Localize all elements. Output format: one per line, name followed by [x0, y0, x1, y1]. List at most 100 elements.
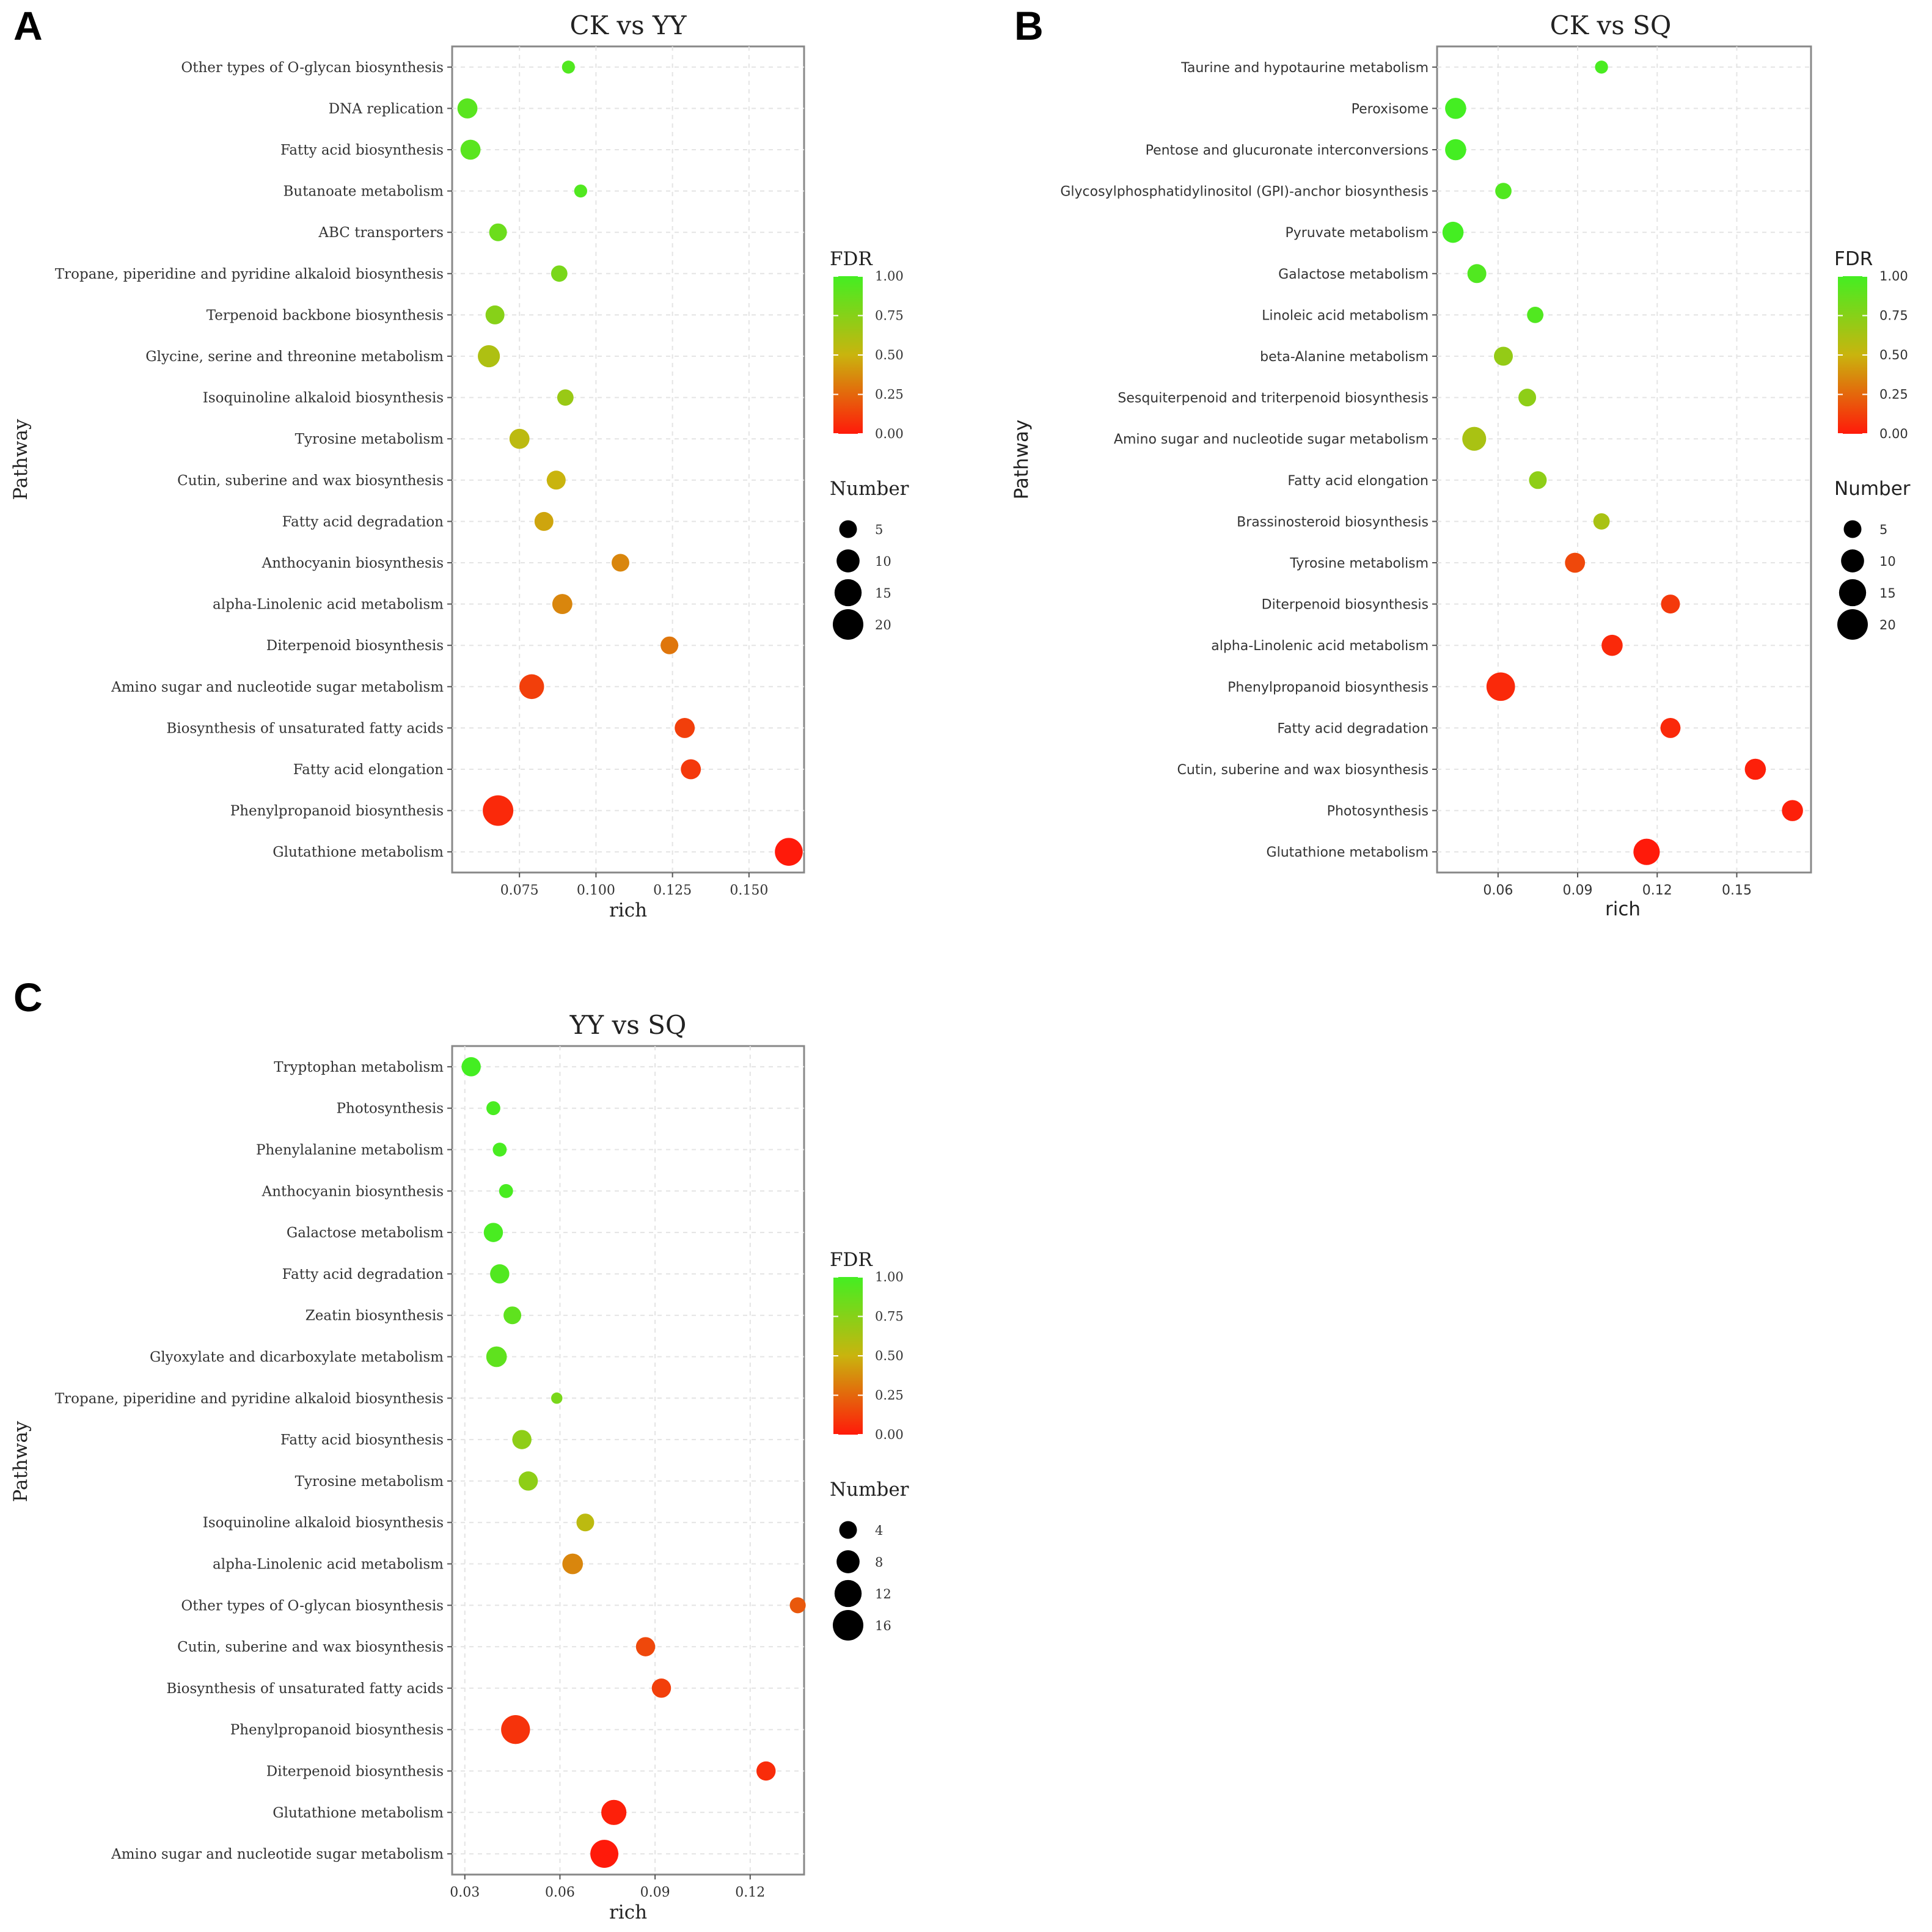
size-legend-label: 5 — [875, 522, 883, 537]
data-point — [519, 674, 544, 700]
fdr-tick-label: 0.25 — [875, 1388, 904, 1403]
y-tick-label: Sesquiterpenoid and triterpenoid biosynt… — [1118, 391, 1429, 406]
size-legend-dot — [1841, 549, 1864, 573]
y-tick-label: Glutathione metabolism — [273, 844, 444, 860]
data-point — [483, 1223, 503, 1242]
chart-panel-a: Other types of O-glycan biosynthesis DNA … — [10, 10, 909, 921]
y-tick-label: Phenylpropanoid biosynthesis — [230, 1722, 444, 1738]
y-tick-label: Diterpenoid biosynthesis — [266, 638, 444, 654]
data-point — [503, 1306, 522, 1325]
x-tick-label: 0.06 — [1483, 883, 1513, 898]
data-point — [512, 1430, 532, 1449]
legend-fdr-title: FDR — [830, 248, 873, 270]
fdr-tick-label: 0.50 — [875, 1348, 904, 1363]
y-tick-label: Butanoate metabolism — [284, 184, 444, 200]
y-tick-label: alpha-Linolenic acid metabolism — [1211, 639, 1429, 654]
fdr-tick-label: 1.00 — [875, 269, 904, 284]
y-tick-label: Tyrosine metabolism — [295, 1474, 444, 1490]
size-legend-dot — [836, 549, 860, 573]
y-tick-label: Diterpenoid biosynthesis — [1262, 598, 1429, 613]
y-tick-label: Isoquinoline alkaloid biosynthesis — [203, 1515, 444, 1531]
size-legend-label: 12 — [875, 1587, 891, 1601]
y-tick-label: Fatty acid biosynthesis — [280, 142, 444, 158]
y-axis-title: Pathway — [10, 419, 32, 500]
data-point — [1445, 139, 1466, 161]
data-point — [489, 223, 507, 241]
data-point — [1518, 389, 1537, 407]
data-point — [789, 1597, 806, 1614]
data-point — [546, 470, 566, 490]
y-tick-label: Galactose metabolism — [287, 1225, 444, 1241]
size-legend-label: 4 — [875, 1523, 883, 1538]
y-tick-label: Phenylpropanoid biosynthesis — [1228, 680, 1429, 695]
y-tick-label: alpha-Linolenic acid metabolism — [213, 597, 444, 613]
y-tick-label: Isoquinoline alkaloid biosynthesis — [203, 390, 444, 406]
y-axis-title: Pathway — [1011, 420, 1033, 500]
data-point — [1486, 672, 1515, 701]
fdr-tick-label: 0.75 — [1879, 309, 1908, 323]
x-axis-title: rich — [609, 1901, 647, 1923]
data-point — [590, 1840, 619, 1868]
data-point — [1782, 800, 1803, 821]
y-tick-label: Other types of O-glycan biosynthesis — [181, 60, 444, 76]
y-tick-label: Fatty acid elongation — [293, 762, 444, 778]
x-axis-title: rich — [609, 899, 647, 921]
data-point — [499, 1184, 513, 1198]
data-point — [518, 1471, 538, 1491]
y-tick-label: Anthocyanin biosynthesis — [262, 1184, 444, 1199]
fdr-tick-label: 0.00 — [1879, 426, 1908, 441]
y-tick-label: Terpenoid backbone biosynthesis — [207, 307, 444, 323]
x-axis-title: rich — [1605, 898, 1641, 920]
data-point — [1593, 513, 1610, 530]
y-tick-label: Photosynthesis — [337, 1101, 444, 1117]
size-legend-label: 15 — [1879, 586, 1896, 601]
y-tick-label: Fatty acid biosynthesis — [280, 1432, 444, 1448]
y-tick-label: Glycine, serine and threonine metabolism — [145, 349, 444, 365]
panel-letter-b: B — [1014, 3, 1044, 48]
y-tick-label: Photosynthesis — [1327, 804, 1429, 819]
x-tick-label: 0.100 — [577, 883, 615, 898]
y-tick-label: Phenylpropanoid biosynthesis — [230, 803, 444, 819]
data-point — [562, 1553, 584, 1575]
size-legend-dot — [1839, 579, 1867, 607]
legend-fdr-title: FDR — [830, 1249, 873, 1271]
plot-frame — [451, 1045, 805, 1876]
y-tick-label: Other types of O-glycan biosynthesis — [181, 1598, 444, 1614]
x-tick-label: 0.09 — [1563, 883, 1593, 898]
y-tick-label: Anthocyanin biosynthesis — [262, 555, 444, 571]
data-point — [483, 795, 514, 826]
y-tick-label: Fatty acid elongation — [1287, 474, 1429, 489]
size-legend-dot — [1837, 609, 1868, 640]
data-point — [486, 1101, 500, 1116]
data-point — [1565, 552, 1586, 573]
y-tick-label: Galactose metabolism — [1278, 267, 1429, 282]
legend-fdr-title: FDR — [1834, 248, 1873, 270]
y-tick-label: Amino sugar and nucleotide sugar metabol… — [111, 679, 444, 695]
legend-number-title: Number — [1834, 478, 1911, 500]
x-tick-label: 0.125 — [653, 883, 692, 898]
data-point — [492, 1143, 507, 1157]
fdr-tick-label: 0.50 — [875, 348, 904, 362]
data-point — [1601, 634, 1623, 656]
y-tick-label: Cutin, suberine and wax biosynthesis — [177, 473, 444, 489]
size-legend-label: 16 — [875, 1619, 891, 1633]
fdr-tick-label: 0.25 — [1879, 387, 1908, 402]
size-legend-dot — [834, 1579, 862, 1608]
y-tick-label: Pyruvate metabolism — [1285, 225, 1429, 241]
data-point — [552, 594, 573, 615]
data-point — [1527, 307, 1543, 323]
data-point — [551, 1392, 563, 1404]
data-point — [1442, 221, 1464, 243]
size-legend-dot — [839, 520, 857, 538]
plot-frame — [451, 45, 805, 874]
y-tick-label: Amino sugar and nucleotide sugar metabol… — [1114, 432, 1429, 447]
y-tick-label: Brassinosteroid biosynthesis — [1237, 514, 1429, 530]
data-point — [478, 345, 500, 368]
data-point — [1445, 98, 1466, 119]
y-tick-label: Cutin, suberine and wax biosynthesis — [177, 1639, 444, 1655]
size-legend-label: 8 — [875, 1555, 883, 1570]
y-tick-label: Glycosylphosphatidylinositol (GPI)-ancho… — [1060, 185, 1429, 200]
data-point — [651, 1678, 671, 1698]
x-tick-label: 0.15 — [1722, 883, 1752, 898]
data-point — [1595, 60, 1608, 74]
